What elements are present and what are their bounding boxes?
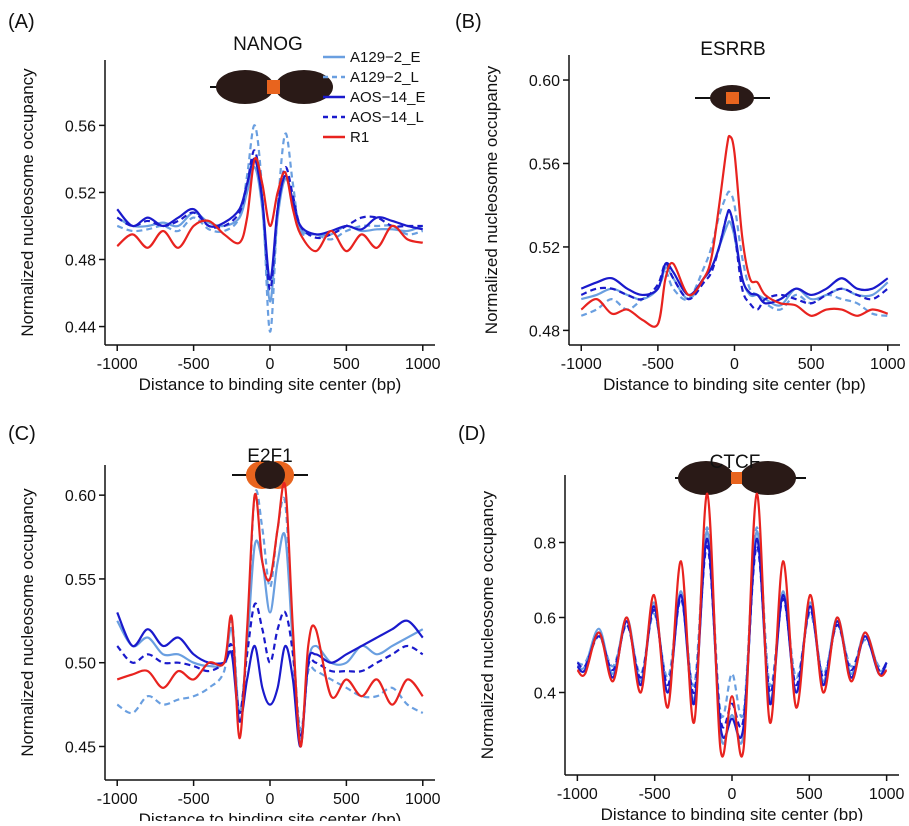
series-line <box>576 492 888 758</box>
series-line <box>580 208 889 311</box>
y-tick-label: 0.56 <box>529 156 560 173</box>
y-tick-label: 0.60 <box>529 73 560 90</box>
x-tick-label: 1000 <box>405 356 441 373</box>
y-tick-label: 0.48 <box>65 253 96 270</box>
panel: (B) ESRRB 0.48 0.52 0.56 0.60 -1000 -500 0 500 100… <box>455 11 906 394</box>
y-tick-label: 0.6 <box>534 611 556 628</box>
x-tick-label: -1000 <box>557 786 598 803</box>
y-axis-label: Normalized nucleosome occupancy <box>18 488 37 757</box>
x-tick-label: -1000 <box>97 356 138 373</box>
legend-label: R1 <box>350 129 369 146</box>
x-tick-label: -1000 <box>97 791 138 808</box>
x-tick-label: 0 <box>266 356 275 373</box>
y-tick-label: 0.4 <box>534 686 556 703</box>
series-line <box>576 530 888 745</box>
y-tick-label: 0.52 <box>529 240 560 257</box>
x-tick-label: 0 <box>728 786 737 803</box>
x-tick-label: 500 <box>333 356 360 373</box>
panel-label: (A) <box>8 11 35 33</box>
series-line <box>116 156 424 253</box>
nucleosome-icons <box>210 70 806 495</box>
x-tick-label: 500 <box>796 786 823 803</box>
series-line <box>116 532 424 740</box>
chart-title: CTCF <box>710 452 761 473</box>
y-axis-label: Normalized nucleosome occupancy <box>482 65 501 334</box>
x-tick-label: -500 <box>639 786 671 803</box>
y-tick-label: 0.55 <box>65 572 96 589</box>
x-axis-label: Distance to binding site center (bp) <box>139 810 402 821</box>
series-line <box>116 166 424 303</box>
y-tick-label: 0.50 <box>65 656 96 673</box>
x-axis-label: Distance to binding site center (bp) <box>139 375 402 394</box>
x-tick-label: -500 <box>178 791 210 808</box>
y-tick-label: 0.60 <box>65 488 96 505</box>
y-tick-label: 0.56 <box>65 118 96 135</box>
series-line <box>116 611 424 748</box>
x-tick-label: 500 <box>333 791 360 808</box>
legend-label: A129−2_E <box>350 49 420 66</box>
legend-label: AOS−14_L <box>350 109 424 126</box>
series-line <box>580 190 888 317</box>
x-tick-label: 500 <box>798 356 825 373</box>
y-tick-label: 0.45 <box>65 739 96 756</box>
panel: (C) E2F1 0.45 0.50 0.55 0.60 -1000 -500 0 500 1000… <box>8 423 441 826</box>
chart-title: ESRRB <box>700 39 765 60</box>
panel-label: (C) <box>8 423 36 445</box>
chart-title: NANOG <box>233 34 303 55</box>
series-line <box>576 545 888 729</box>
series-line <box>576 537 888 739</box>
x-axis-label: Distance to binding site center (bp) <box>603 375 866 394</box>
x-tick-label: 1000 <box>405 791 441 808</box>
x-tick-label: 0 <box>730 356 739 373</box>
panel: (D) CTCF 0.4 0.6 0.8 -1000 -500 0 500 1000 Distanc… <box>458 423 905 824</box>
y-tick-label: 0.44 <box>65 320 96 337</box>
legend-label: A129−2_L <box>350 69 419 86</box>
panel: (A) NANOG 0.44 0.48 0.52 0.56 -1000 -500 0 500 100… <box>8 11 441 394</box>
series-line <box>116 489 424 731</box>
x-axis-label: Distance to binding site center (bp) <box>601 805 864 821</box>
y-tick-label: 0.48 <box>529 323 560 340</box>
x-tick-label: 1000 <box>869 786 905 803</box>
y-axis-label: Normalized nucleosome occupancy <box>18 68 37 337</box>
series-line <box>116 124 424 333</box>
series-line <box>116 482 424 748</box>
series-line <box>116 602 424 740</box>
series-line <box>116 157 424 281</box>
y-axis-label: Normalized nucleosome occupancy <box>478 490 497 759</box>
x-tick-label: -1000 <box>561 356 602 373</box>
y-tick-label: 0.52 <box>65 185 96 202</box>
x-tick-label: 0 <box>266 791 275 808</box>
series-line <box>580 134 889 328</box>
panel-label: (D) <box>458 423 486 445</box>
panel-label: (B) <box>455 11 482 33</box>
series-line <box>116 149 423 291</box>
y-tick-label: 0.8 <box>534 536 556 553</box>
legend-label: AOS−14_E <box>350 89 425 106</box>
chart-title: E2F1 <box>247 446 292 467</box>
x-tick-label: 1000 <box>870 356 906 373</box>
x-tick-label: -500 <box>178 356 210 373</box>
x-tick-label: -500 <box>642 356 674 373</box>
